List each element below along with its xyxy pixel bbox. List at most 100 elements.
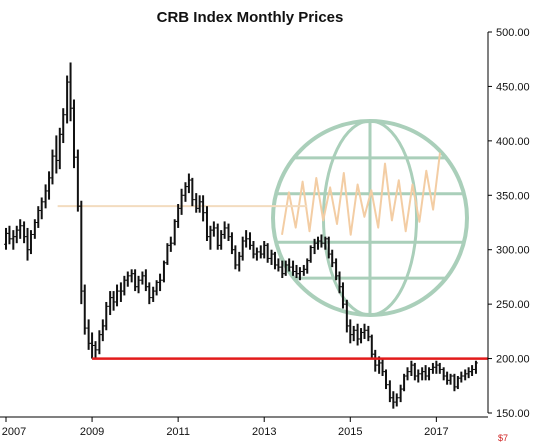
ohlc-bar [118, 282, 123, 302]
ohlc-bar [387, 380, 392, 403]
ohlc-bar [115, 284, 120, 307]
ohlc-bar [412, 362, 417, 381]
y-tick-label: 150.00 [496, 408, 530, 420]
ohlc-bar [68, 62, 73, 122]
ohlc-bar [258, 245, 263, 259]
ohlc-bar [39, 197, 44, 220]
ohlc-bar [190, 177, 195, 207]
ohlc-bar [434, 360, 439, 374]
globe-logo-watermark [271, 119, 469, 317]
ohlc-bar [294, 264, 299, 279]
ohlc-bar [11, 230, 16, 250]
ohlc-bar [251, 241, 256, 259]
ohlc-bar [122, 275, 127, 296]
y-tick-label: 450.00 [496, 81, 530, 93]
x-tick-label: 2011 [166, 426, 190, 438]
ohlc-bar [140, 271, 145, 285]
ohlc-bar [197, 195, 202, 213]
ohlc-bar [445, 371, 450, 385]
ohlc-bar [136, 275, 141, 294]
ohlc-bar [172, 219, 177, 246]
ohlc-bar [143, 269, 148, 292]
ohlc-bar [473, 360, 478, 374]
ohlc-bar [183, 182, 188, 202]
ohlc-bar [319, 234, 324, 248]
y-tick-label: 350.00 [496, 190, 530, 202]
ohlc-bar [154, 280, 159, 296]
ohlc-bar [201, 195, 206, 222]
ohlc-bar [276, 258, 281, 272]
ohlc-bar [97, 330, 102, 355]
ohlc-bar [269, 249, 274, 265]
ohlc-bar [7, 225, 12, 245]
ohlc-bar [179, 188, 184, 215]
ohlc-bar [43, 184, 48, 209]
ohlc-bar [463, 369, 468, 381]
ohlc-bar [272, 251, 277, 270]
y-tick-label: 300.00 [496, 245, 530, 257]
ohlc-bar [25, 227, 30, 261]
ohlc-bar [359, 328, 364, 344]
ohlc-bar [133, 269, 138, 292]
ohlc-bar [391, 391, 396, 409]
ohlc-bar [79, 200, 84, 305]
ohlc-bar [254, 247, 259, 261]
ohlc-bar [384, 369, 389, 390]
ohlc-bar [229, 232, 234, 255]
ohlc-bar [71, 99, 76, 169]
ohlc-bar [355, 323, 360, 346]
ohlc-bar [151, 286, 156, 302]
ohlc-bar [373, 349, 378, 372]
ohlc-bar [57, 127, 62, 170]
ohlc-bar [394, 393, 399, 407]
ohlc-bar [65, 75, 70, 124]
ohlc-bar [50, 149, 55, 185]
footer-mark: $7 [498, 433, 508, 442]
ohlc-bar [165, 243, 170, 265]
ohlc-bar [430, 362, 435, 374]
ohlc-bar [14, 225, 19, 244]
ohlc-bar [369, 334, 374, 359]
x-axis-ticks: 2007 2009 2011 2013 2015 2017 [2, 417, 449, 438]
ohlc-bar [459, 371, 464, 383]
ohlc-bar [32, 219, 37, 239]
ohlc-bar [28, 230, 33, 255]
ohlc-bar [351, 325, 356, 342]
ohlc-bar [147, 282, 152, 305]
ohlc-bar [452, 373, 457, 392]
x-tick-label: 2007 [2, 426, 26, 438]
ohlc-bar [441, 367, 446, 381]
ohlc-bar [215, 223, 220, 250]
ohlc-bar [455, 375, 460, 390]
ohlc-bar [470, 365, 475, 376]
y-axis-ticks: 500.00 450.00 400.00 350.00 300.00 250.00 200.… [488, 27, 530, 420]
y-tick-label: 500.00 [496, 27, 530, 39]
ohlc-bar [75, 149, 80, 212]
x-tick-label: 2015 [338, 426, 362, 438]
ohlc-bar [54, 135, 59, 174]
ohlc-bar [248, 232, 253, 250]
ohlc-bar [240, 236, 245, 261]
ohlc-bar [161, 260, 166, 283]
ohlc-bar [129, 269, 134, 283]
ohlc-bar [466, 367, 471, 379]
ohlc-bar [18, 219, 23, 239]
ohlc-bar [108, 291, 113, 316]
x-tick-label: 2009 [80, 426, 104, 438]
ohlc-bar [47, 171, 52, 200]
y-tick-label: 400.00 [496, 136, 530, 148]
ohlc-bar [244, 230, 249, 248]
ohlc-bar [22, 221, 27, 244]
ohlc-bar [104, 301, 109, 331]
ohlc-bar [90, 332, 95, 359]
y-tick-label: 250.00 [496, 299, 530, 311]
ohlc-bar [204, 206, 209, 242]
ohlc-bar [61, 108, 66, 144]
globe-trace-line [281, 152, 441, 236]
ohlc-bar [297, 267, 302, 281]
ohlc-bar [176, 203, 181, 228]
ohlc-bar [437, 362, 442, 374]
ohlc-bar [186, 173, 191, 194]
x-tick-label: 2013 [252, 426, 276, 438]
